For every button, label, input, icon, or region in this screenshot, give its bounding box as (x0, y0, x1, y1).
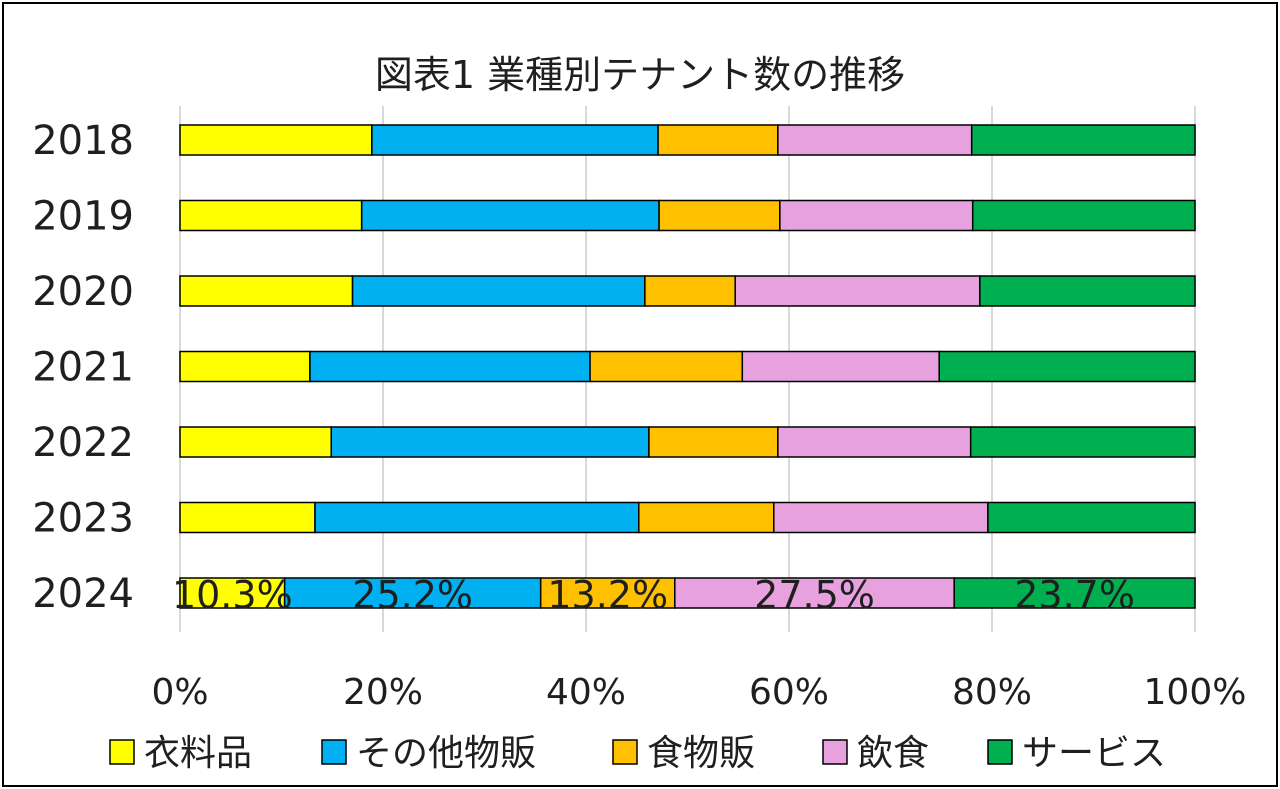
data-label: 10.3% (172, 573, 293, 617)
bar-segment (674, 577, 955, 609)
legend-label: 衣料品 (144, 733, 252, 774)
y-category-label: 2019 (32, 194, 134, 240)
bar-segment (938, 350, 1196, 383)
y-axis-labels: 2018 2019 2020 2021 2022 2023 2024 (32, 118, 134, 617)
y-category-label: 2021 (32, 345, 134, 391)
x-tick-label: 20% (343, 672, 423, 713)
bar-segment (734, 275, 981, 307)
data-label: 13.2% (547, 573, 668, 617)
bar-segment (777, 426, 972, 458)
legend-label: その他物販 (356, 733, 536, 774)
legend-label: 食物販 (647, 733, 755, 774)
bar-segment (589, 350, 744, 383)
x-tick-label: 80% (952, 672, 1032, 713)
bar-segment (360, 199, 660, 232)
legend-label: 飲食 (857, 733, 929, 774)
x-tick-label: 40% (546, 672, 626, 713)
data-label: 23.7% (1014, 573, 1135, 617)
bar-segment (330, 426, 650, 458)
bar-segment (773, 501, 989, 534)
bar-segment (970, 124, 1196, 156)
bar-segment (314, 501, 640, 534)
bar-segment (179, 426, 332, 458)
x-tick-label: 100% (1144, 672, 1247, 713)
y-category-label: 2024 (32, 571, 134, 617)
legend: 衣料品 その他物販 食物販 飲食 サービス (109, 733, 1166, 774)
bar-segment (179, 199, 363, 232)
legend-swatch (109, 739, 135, 765)
bar-segment (969, 426, 1196, 458)
bar-segment (971, 199, 1196, 232)
y-category-label: 2022 (32, 420, 134, 466)
legend-swatch (822, 739, 848, 765)
y-category-label: 2023 (32, 496, 134, 542)
y-category-label: 2018 (32, 118, 134, 164)
bar-segment (779, 199, 974, 232)
data-label: 25.2% (352, 573, 473, 617)
bar-segment (638, 501, 775, 534)
bar-segment (179, 124, 373, 156)
legend-label: サービス (1022, 733, 1166, 774)
bar-segment (179, 350, 311, 383)
bar-segment (648, 426, 779, 458)
legend-swatch (321, 739, 347, 765)
bar-segment (309, 350, 591, 383)
data-label: 27.5% (754, 573, 875, 617)
legend-swatch (987, 739, 1013, 765)
data-labels: 10.3% 25.2% 13.2% 27.5% 23.7% (172, 573, 1135, 617)
x-axis-ticks: 0% 20% 40% 60% 80% 100% (151, 672, 1246, 713)
bar-segment (979, 275, 1196, 307)
legend-swatch (612, 739, 638, 765)
bar-segment (371, 124, 659, 156)
bar-segment (179, 275, 354, 307)
bar-segments (179, 124, 1196, 609)
bar-segment (953, 577, 1196, 609)
bar-segment (179, 501, 316, 534)
bar-segment (539, 577, 676, 609)
bar-segment (351, 275, 646, 307)
bar-segment (987, 501, 1196, 534)
x-tick-label: 60% (749, 672, 829, 713)
bar-segment (657, 124, 779, 156)
y-category-label: 2020 (32, 269, 134, 315)
bar-segment (644, 275, 736, 307)
bar-segment (777, 124, 973, 156)
bar-segment (741, 350, 940, 383)
x-tick-label: 0% (151, 672, 208, 713)
bar-segment (658, 199, 781, 232)
chart-title: 図表1 業種別テナント数の推移 (375, 53, 905, 97)
